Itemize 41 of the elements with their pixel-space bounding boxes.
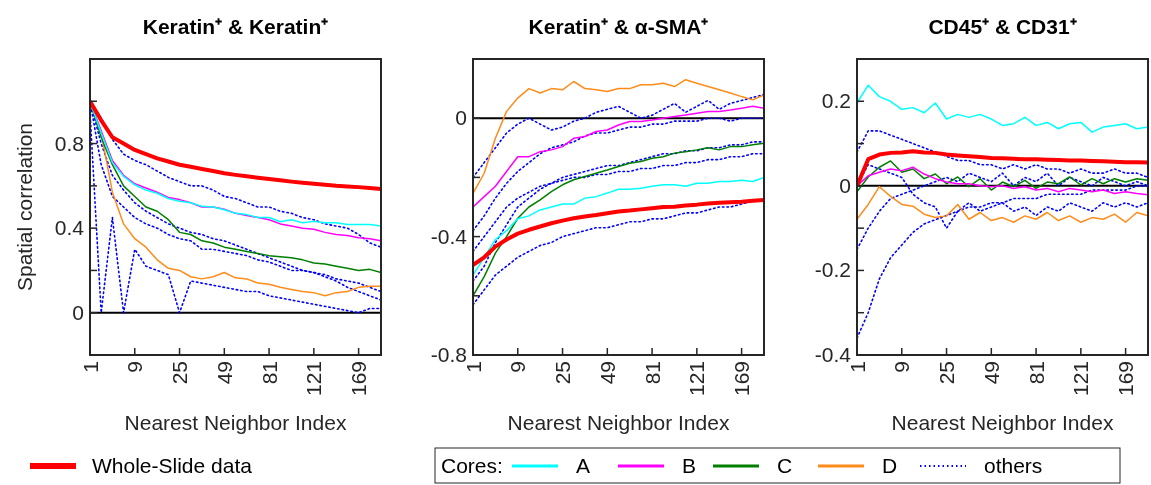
x-tick-label: 169 [730,361,754,397]
y-tick-label: -0.2 [814,258,851,282]
legend-label: C [777,454,793,477]
y-tick-label: -0.4 [430,224,468,248]
x-tick-label: 9 [890,361,914,373]
y-tick-label: 0.8 [54,131,84,155]
y-tick-label: 0 [72,300,84,324]
y-tick-label: 0 [839,173,851,197]
chart-title: Keratin⁺ & Keratin⁺ [142,15,329,38]
x-tick-label: 169 [347,361,371,397]
legend-title: Cores: [441,454,503,477]
x-tick-label: 1 [78,361,102,373]
x-tick-label: 49 [595,361,619,385]
x-tick-label: 121 [1069,361,1093,397]
x-tick-label: 81 [257,361,281,385]
x-tick-label: 9 [123,361,147,373]
y-tick-label: 0.4 [54,216,85,240]
x-tick-label: 25 [551,361,575,385]
x-tick-label: 9 [506,361,530,373]
x-tick-label: 25 [935,361,959,385]
x-tick-label: 81 [640,361,664,385]
x-tick-label: 121 [302,361,326,397]
x-axis-title: Nearest Neighbor Index [891,411,1114,434]
legend-label: Whole-Slide data [92,454,253,477]
y-tick-label: 0.2 [821,89,851,113]
legend-label: others [984,454,1043,477]
x-tick-label: 49 [979,361,1003,385]
chart-title: Keratin⁺ & α-SMA⁺ [528,15,709,38]
x-axis-title: Nearest Neighbor Index [124,411,347,434]
chart-title: CD45⁺ & CD31⁺ [928,15,1077,38]
x-tick-label: 25 [168,361,192,385]
y-tick-label: 0 [455,106,467,130]
x-tick-label: 81 [1024,361,1048,385]
legend-label: D [882,454,898,477]
legend-label: A [576,454,591,477]
x-tick-label: 169 [1114,361,1138,397]
x-tick-label: 49 [212,361,236,385]
x-axis-title: Nearest Neighbor Index [507,411,730,434]
legend-label: B [682,454,697,477]
x-tick-label: 121 [685,361,709,397]
y-axis-title: Spatial correlation [13,122,36,292]
